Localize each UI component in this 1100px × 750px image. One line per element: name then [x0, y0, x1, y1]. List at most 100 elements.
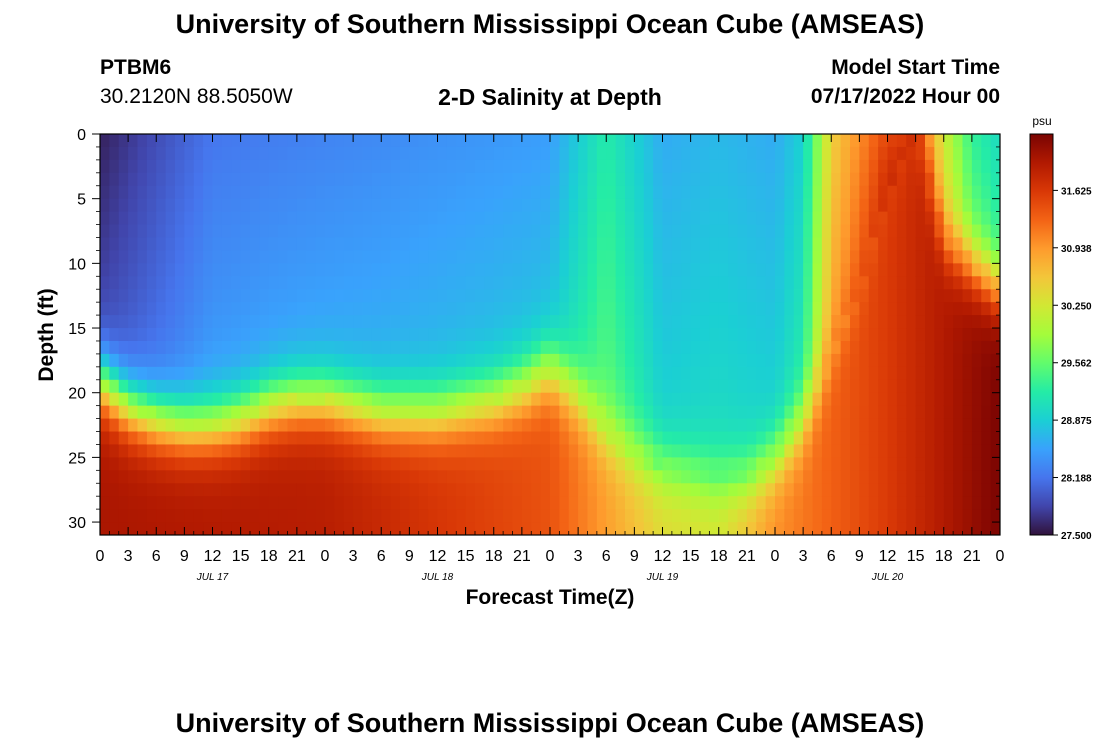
heatmap-cell [175, 289, 185, 303]
heatmap-cell [906, 289, 917, 303]
heatmap-cell [484, 289, 495, 303]
heatmap-cell [175, 470, 185, 484]
heatmap-cell [906, 224, 917, 239]
heatmap-cell [587, 379, 598, 394]
heatmap-cell [400, 146, 410, 161]
heatmap-cell [737, 302, 748, 316]
heatmap-cell [343, 172, 354, 187]
heatmap-cell [821, 172, 832, 187]
heatmap-cell [943, 470, 954, 484]
heatmap-cell [793, 353, 804, 368]
heatmap-cell [615, 224, 626, 239]
heatmap-cell [137, 315, 148, 329]
heatmap-cell [287, 483, 298, 497]
heatmap-cell [493, 522, 504, 535]
heatmap-cell [915, 431, 926, 446]
heatmap-cell [925, 289, 935, 303]
heatmap-cell [146, 340, 157, 355]
heatmap-cell [231, 276, 242, 290]
heatmap-cell [737, 366, 748, 381]
heatmap-cell [100, 198, 110, 213]
heatmap-cell [437, 211, 448, 226]
heatmap-cell [418, 134, 429, 148]
heatmap-cell [662, 366, 673, 381]
heatmap-cell [925, 237, 935, 252]
heatmap-cell [203, 457, 214, 471]
heatmap-cell [540, 315, 551, 329]
y-tick-label: 15 [68, 321, 86, 338]
heatmap-cell [756, 302, 767, 316]
heatmap-cell [400, 366, 410, 381]
heatmap-cell [709, 134, 720, 148]
heatmap-cell [418, 431, 429, 446]
heatmap-cell [184, 159, 195, 174]
heatmap-cell [756, 405, 767, 420]
heatmap-cell [353, 353, 364, 368]
heatmap-cell [118, 146, 129, 161]
heatmap-cell [259, 159, 270, 174]
heatmap-cell [915, 185, 926, 200]
heatmap-cell [100, 522, 110, 535]
heatmap-cell [100, 392, 110, 407]
heatmap-cell [306, 185, 317, 200]
heatmap-cell [409, 237, 420, 252]
x-tick-label: 9 [405, 548, 414, 565]
heatmap-cell [887, 289, 898, 303]
heatmap-cell [531, 470, 542, 484]
heatmap-cell [165, 315, 176, 329]
heatmap-cell [990, 457, 1000, 471]
heatmap-cell [418, 198, 429, 213]
heatmap-cell [962, 146, 973, 161]
heatmap-cell [850, 483, 860, 497]
footer-title: University of Southern Mississippi Ocean… [175, 708, 925, 738]
heatmap-cell [765, 483, 776, 497]
heatmap-cell [934, 496, 945, 510]
heatmap-cell [362, 366, 373, 381]
heatmap-cell [568, 185, 579, 200]
heatmap-cell [915, 289, 926, 303]
heatmap-cell [718, 315, 729, 329]
heatmap-cell [859, 185, 870, 200]
heatmap-cell [793, 431, 804, 446]
heatmap-cell [812, 457, 823, 471]
heatmap-cell [615, 457, 626, 471]
heatmap-cell [231, 198, 242, 213]
heatmap-cell [925, 198, 935, 213]
heatmap-cell [737, 340, 748, 355]
heatmap-cell [437, 172, 448, 187]
heatmap-cell [746, 185, 757, 200]
heatmap-cell [428, 328, 439, 342]
heatmap-cell [859, 405, 870, 420]
heatmap-cell [362, 470, 373, 484]
heatmap-cell [381, 496, 392, 510]
heatmap-cell [803, 289, 814, 303]
heatmap-cell [906, 328, 917, 342]
heatmap-cell [175, 146, 185, 161]
heatmap-cell [915, 522, 926, 535]
heatmap-cell [400, 263, 410, 277]
heatmap-cell [240, 237, 251, 252]
heatmap-cell [821, 509, 832, 523]
heatmap-cell [887, 185, 898, 200]
heatmap-cell [390, 522, 401, 535]
heatmap-cell [353, 392, 364, 407]
heatmap-cell [343, 302, 354, 316]
heatmap-cell [184, 224, 195, 239]
heatmap-cell [550, 328, 560, 342]
heatmap-cell [128, 159, 139, 174]
heatmap-cell [746, 328, 757, 342]
heatmap-cell [221, 159, 232, 174]
heatmap-cell [821, 185, 832, 200]
heatmap-cell [812, 483, 823, 497]
heatmap-cell [737, 418, 748, 433]
heatmap-cell [700, 134, 710, 148]
heatmap-cell [868, 366, 879, 381]
x-tick-label: 0 [321, 548, 330, 565]
heatmap-cell [737, 457, 748, 471]
heatmap-cell [221, 483, 232, 497]
heatmap-cell [756, 211, 767, 226]
heatmap-cell [981, 444, 992, 458]
heatmap-cell [446, 431, 457, 446]
heatmap-cell [521, 431, 532, 446]
heatmap-cell [334, 444, 345, 458]
